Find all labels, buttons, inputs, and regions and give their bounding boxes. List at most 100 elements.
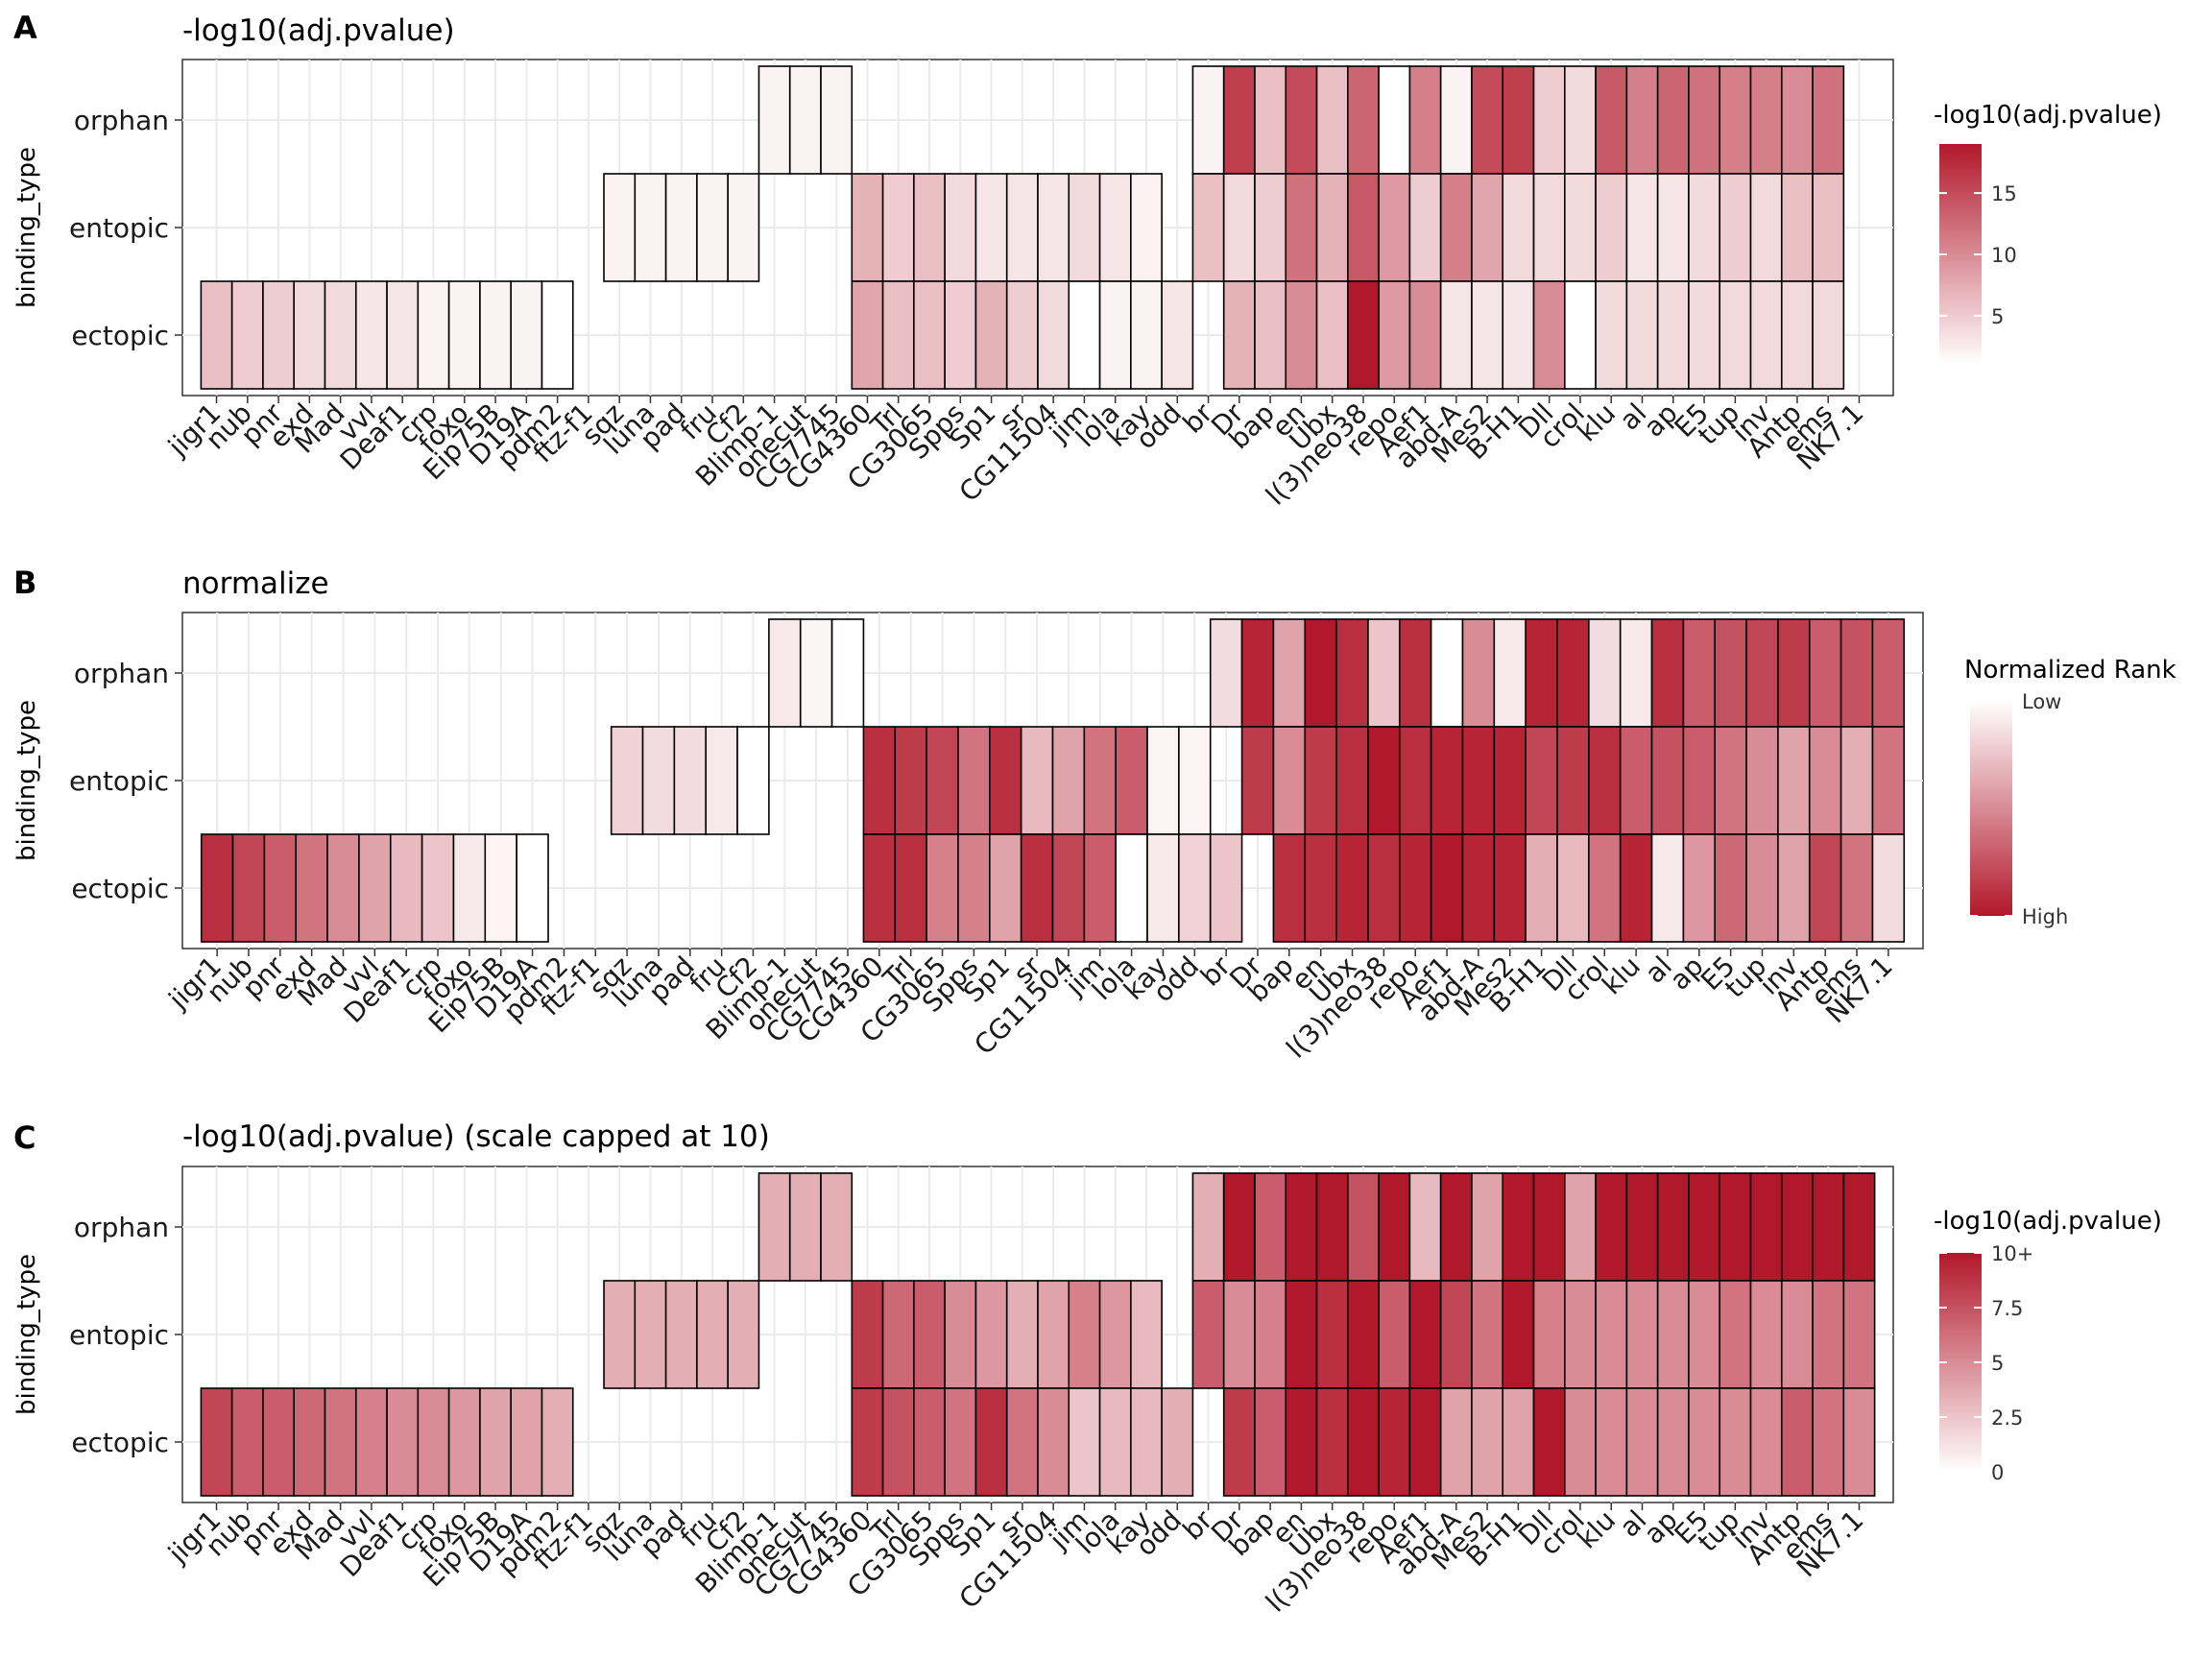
heatmap-cell <box>1749 1280 1783 1389</box>
heatmap-cell <box>799 618 833 728</box>
heatmap-cell <box>673 726 708 835</box>
heatmap-cell <box>1335 833 1369 943</box>
heatmap-cell <box>820 1172 854 1282</box>
heatmap-cell <box>1564 1172 1597 1282</box>
heatmap-cell <box>1005 280 1039 390</box>
heatmap-cell <box>1209 618 1243 728</box>
heatmap-cell <box>1285 1387 1318 1497</box>
heatmap-cell <box>1502 1172 1535 1282</box>
heatmap-cell <box>926 726 959 835</box>
heatmap-cell <box>727 1280 760 1389</box>
heatmap-cell <box>757 65 791 175</box>
heatmap-cell <box>1625 280 1659 390</box>
heatmap-cell <box>1222 65 1256 175</box>
heatmap-cell <box>1408 173 1442 282</box>
heatmap-cell <box>479 280 512 390</box>
heatmap-cell <box>1378 173 1411 282</box>
heatmap-cell <box>1037 280 1070 390</box>
heatmap-cell <box>200 833 234 943</box>
heatmap-cell <box>1408 65 1442 175</box>
heatmap-cell <box>1439 1387 1473 1497</box>
heatmap-cell <box>1842 1172 1876 1282</box>
legend: Normalized Rank Low High <box>1964 656 2176 928</box>
heatmap-cell <box>1502 1280 1535 1389</box>
heatmap-cell <box>913 173 946 282</box>
heatmap-cell <box>974 173 1008 282</box>
heatmap-cell <box>1719 65 1752 175</box>
heatmap-cell <box>1347 1172 1380 1282</box>
heatmap-cell <box>862 726 897 835</box>
heatmap-cell <box>1595 65 1628 175</box>
heatmap-cell <box>262 1387 296 1497</box>
heatmap-cell <box>862 833 897 943</box>
heatmap-cell <box>447 280 481 390</box>
heatmap-cell <box>1808 726 1842 835</box>
heatmap-cell <box>1839 833 1874 943</box>
legend-tick-label: 2.5 <box>1991 1407 2023 1430</box>
heatmap-cell <box>1408 1387 1442 1497</box>
heatmap-cell <box>541 280 574 390</box>
y-axis-title: binding_type <box>12 147 41 308</box>
heatmap-cell <box>1719 280 1752 390</box>
heatmap-cell <box>1871 726 1906 835</box>
heatmap-cell <box>1839 726 1874 835</box>
heatmap-cell <box>1367 618 1401 728</box>
panel-letter-b: B <box>13 565 36 601</box>
heatmap-cell <box>1650 618 1685 728</box>
legend-tick-label: High <box>2022 905 2068 928</box>
heatmap-cell <box>1304 726 1337 835</box>
heatmap-cell <box>1398 618 1432 728</box>
heatmap-cell <box>1588 726 1622 835</box>
heatmap-cell <box>1808 833 1842 943</box>
heatmap-cell <box>1191 65 1225 175</box>
heatmap-cell <box>417 280 450 390</box>
heatmap-cell <box>974 1280 1008 1389</box>
heatmap-cell <box>894 726 927 835</box>
heatmap-cell <box>1315 1387 1349 1497</box>
heatmap-cell <box>1068 1387 1101 1497</box>
heatmap-cell <box>1682 618 1717 728</box>
heatmap-cell <box>1161 280 1194 390</box>
heatmap-cell <box>1378 65 1411 175</box>
heatmap-cell <box>1812 1387 1845 1497</box>
heatmap-cell <box>1780 280 1814 390</box>
heatmap-cell <box>634 1280 667 1389</box>
heatmap-cell <box>1115 833 1148 943</box>
heatmap-cell <box>1556 618 1590 728</box>
legend-tick-label: 10+ <box>1991 1242 2033 1265</box>
heatmap-cell <box>1378 1280 1411 1389</box>
heatmap-cell <box>1556 833 1590 943</box>
heatmap-cell <box>231 833 266 943</box>
heatmap-cell <box>1525 726 1558 835</box>
heatmap-cell <box>610 726 644 835</box>
legend-tick-label: 7.5 <box>1991 1297 2023 1320</box>
heatmap-cell <box>1471 1280 1504 1389</box>
heatmap-cell <box>1688 280 1721 390</box>
heatmap-cell <box>1656 1172 1690 1282</box>
heatmap-cell <box>1812 1280 1845 1389</box>
heatmap-cell <box>1161 1387 1194 1497</box>
heatmap-cell <box>1777 618 1811 728</box>
heatmap-cell <box>1051 833 1086 943</box>
heatmap-cell <box>1222 173 1256 282</box>
heatmap-cell <box>1812 65 1845 175</box>
heatmap-cell <box>1625 1172 1659 1282</box>
heatmap-cell <box>1625 65 1659 175</box>
heatmap-cell <box>1564 280 1597 390</box>
heatmap-cell <box>974 1387 1008 1497</box>
heatmap-cell <box>1254 1172 1287 1282</box>
heatmap-cell <box>1272 833 1307 943</box>
heatmap-cell <box>1367 726 1401 835</box>
heatmap-cell <box>1191 1172 1225 1282</box>
heatmap-cell <box>447 1387 481 1497</box>
heatmap-cell <box>1564 1387 1597 1497</box>
heatmap-cell <box>1471 1387 1504 1497</box>
heatmap-cell <box>1525 833 1558 943</box>
heatmap-cell <box>1315 1172 1349 1282</box>
heatmap-cell <box>1254 65 1287 175</box>
x-tick-label-klu: klu <box>1571 1504 1622 1555</box>
heatmap-cell <box>1656 65 1690 175</box>
heatmap-cell <box>1439 280 1473 390</box>
heatmap-cell <box>1222 280 1256 390</box>
heatmap-cell <box>1347 1280 1380 1389</box>
